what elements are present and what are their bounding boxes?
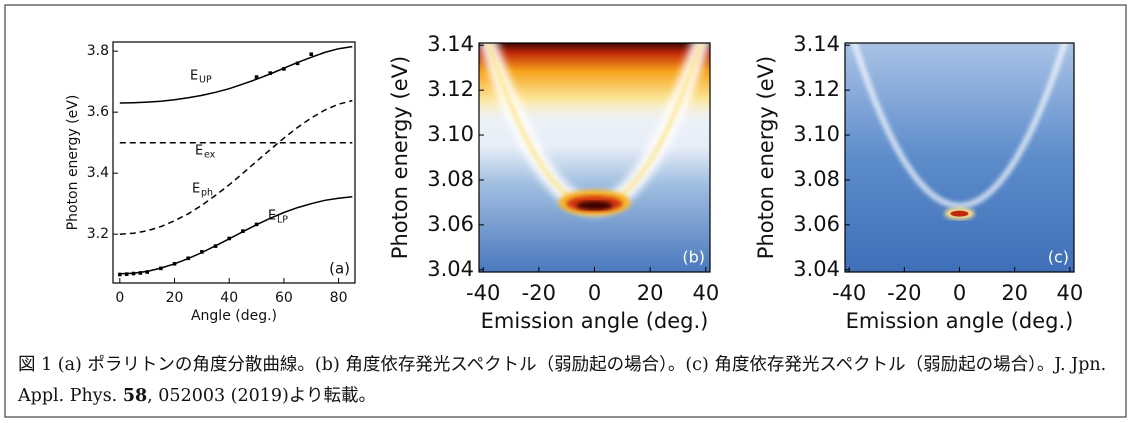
data-point bbox=[309, 52, 314, 57]
emission-peak-core bbox=[576, 201, 613, 211]
x-tick-label: 80 bbox=[330, 290, 348, 306]
y-tick-label: 3.14 bbox=[427, 32, 474, 56]
panel-label: (a) bbox=[329, 260, 350, 278]
y-tick-label: 3.10 bbox=[427, 122, 474, 146]
y-tick-label: 3.04 bbox=[793, 257, 840, 281]
caption-text: , 052003 (2019)より転載。 bbox=[147, 386, 377, 406]
x-tick-label: 0 bbox=[953, 281, 966, 305]
panel-label: (c) bbox=[1048, 248, 1069, 267]
y-axis-label: Photon energy (eV) bbox=[65, 95, 81, 231]
series-label-subscript: ph bbox=[201, 188, 213, 199]
caption-volume: 58 bbox=[122, 386, 148, 406]
data-point bbox=[159, 266, 163, 271]
x-axis-label: Emission angle (deg.) bbox=[481, 309, 709, 333]
data-point bbox=[282, 67, 286, 71]
y-tick-label: 3.12 bbox=[793, 77, 840, 101]
dispersion-glow bbox=[851, 43, 1068, 209]
y-tick-label: 3.2 bbox=[87, 226, 109, 242]
x-tick-label: 40 bbox=[692, 281, 719, 305]
series-label-subscript: ex bbox=[204, 150, 216, 161]
data-point bbox=[131, 271, 136, 276]
x-tick-label: 0 bbox=[115, 290, 124, 306]
data-point bbox=[254, 222, 259, 227]
data-point bbox=[200, 250, 204, 254]
x-tick-label: 60 bbox=[275, 290, 293, 306]
caption-text: 図 1 (a) ポラリトンの角度分散曲線。(b) 角度依存発光スペクトル（弱励起… bbox=[18, 355, 1107, 406]
y-tick-label: 3.10 bbox=[793, 122, 840, 146]
series-label-subscript: UP bbox=[199, 75, 212, 86]
y-axis-label: Photon energy (eV) bbox=[388, 56, 412, 259]
curve bbox=[119, 45, 353, 104]
data-point bbox=[213, 244, 218, 248]
curve bbox=[119, 195, 353, 275]
series-label-subscript: LP bbox=[277, 215, 288, 226]
x-tick-label: 40 bbox=[1056, 281, 1083, 305]
y-axis-label: Photon energy (eV) bbox=[754, 56, 778, 259]
heatmap-image bbox=[845, 43, 1074, 272]
data-point bbox=[241, 229, 245, 233]
data-point bbox=[227, 236, 232, 241]
y-tick-label: 3.14 bbox=[793, 32, 840, 56]
x-axis-label: Emission angle (deg.) bbox=[846, 309, 1074, 333]
x-tick-label: 20 bbox=[637, 281, 664, 305]
y-tick-label: 3.6 bbox=[87, 104, 109, 120]
x-tick-label: 20 bbox=[1001, 281, 1028, 305]
y-tick-label: 3.08 bbox=[793, 167, 840, 191]
y-tick-label: 3.06 bbox=[427, 212, 474, 236]
y-tick-label: 3.8 bbox=[87, 43, 109, 59]
y-tick-label: 3.4 bbox=[87, 165, 109, 181]
x-tick-label: 40 bbox=[220, 290, 238, 306]
data-point bbox=[186, 256, 190, 261]
series-label: E bbox=[190, 69, 198, 84]
series-label: E bbox=[195, 144, 203, 159]
data-point bbox=[295, 61, 300, 66]
heatmap-image bbox=[479, 43, 710, 272]
x-axis-label: Angle (deg.) bbox=[191, 308, 277, 324]
plot-frame bbox=[112, 41, 356, 284]
x-tick-label: -20 bbox=[522, 281, 556, 305]
figure-border bbox=[4, 4, 1127, 418]
y-tick-label: 3.06 bbox=[793, 212, 840, 236]
series-label: E bbox=[268, 209, 276, 224]
y-tick-label: 3.12 bbox=[427, 77, 474, 101]
data-point bbox=[268, 71, 273, 75]
curve bbox=[119, 99, 353, 235]
panel-label: (b) bbox=[682, 248, 705, 267]
data-point bbox=[124, 272, 129, 276]
data-point bbox=[254, 75, 259, 79]
y-tick-label: 3.04 bbox=[427, 257, 474, 281]
series-label: E bbox=[192, 182, 200, 197]
emission-peak-core bbox=[950, 210, 969, 217]
data-point bbox=[138, 271, 143, 275]
data-point bbox=[172, 261, 177, 266]
caption: 図 1 (a) ポラリトンの角度分散曲線。(b) 角度依存発光スペクトル（弱励起… bbox=[18, 350, 1118, 412]
data-point bbox=[145, 270, 149, 274]
heatmap-background bbox=[845, 43, 1074, 272]
x-tick-label: 0 bbox=[588, 281, 601, 305]
y-tick-label: 3.08 bbox=[427, 167, 474, 191]
x-tick-label: -40 bbox=[466, 281, 500, 305]
x-tick-label: -40 bbox=[832, 281, 866, 305]
x-tick-label: 20 bbox=[166, 290, 184, 306]
data-point bbox=[118, 272, 122, 277]
x-tick-label: -20 bbox=[887, 281, 921, 305]
